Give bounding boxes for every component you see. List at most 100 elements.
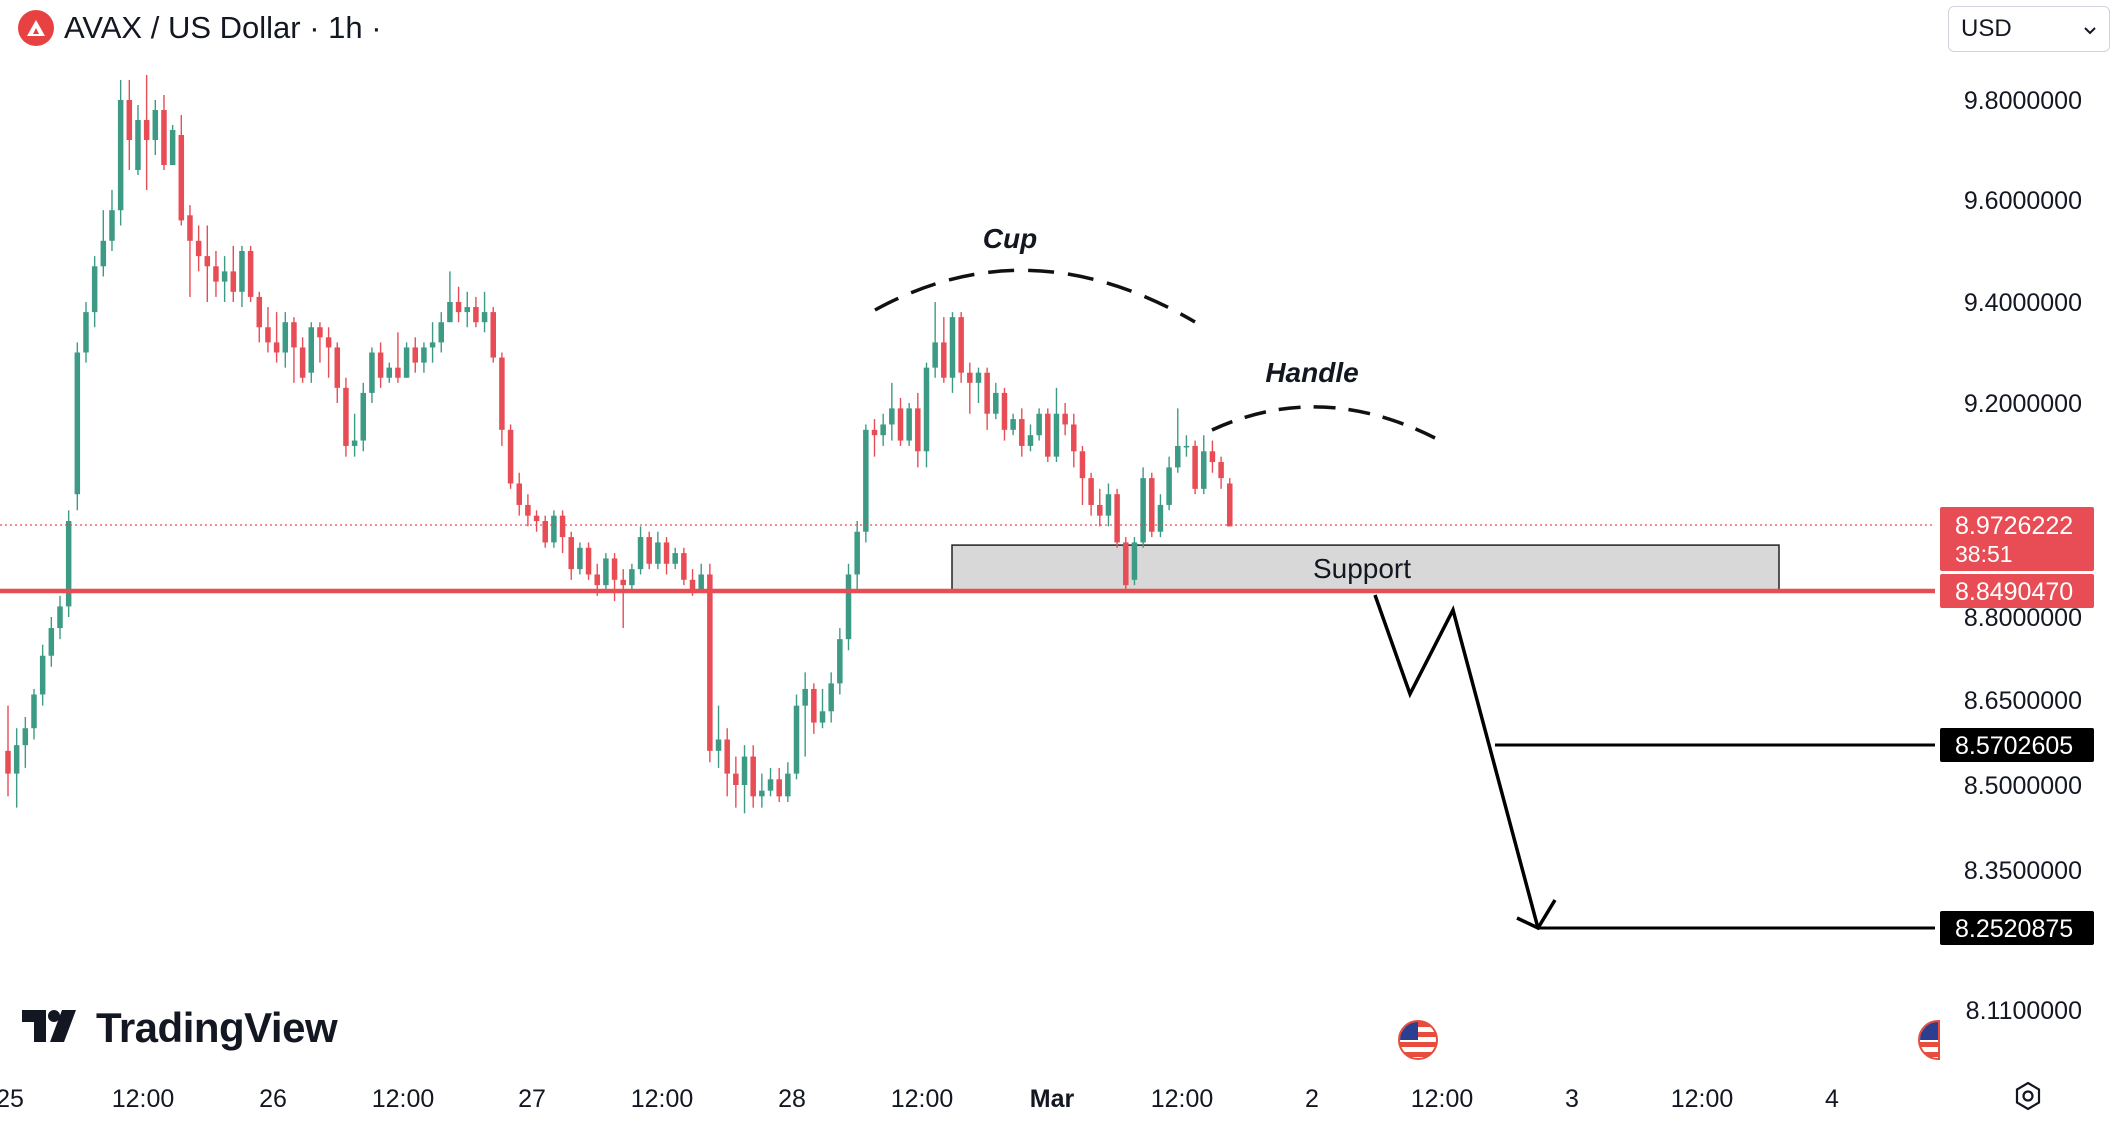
candle — [1097, 488, 1103, 527]
candle-body — [923, 367, 930, 452]
candle-body — [360, 392, 367, 441]
candle — [230, 245, 237, 302]
candle — [247, 245, 254, 302]
candle-body — [854, 531, 860, 575]
x-tick-label: 26 — [259, 1085, 287, 1113]
candle — [559, 510, 566, 554]
candle — [863, 424, 869, 543]
candle — [707, 563, 713, 763]
chart-header: AVAX / US Dollar · 1h · — [18, 10, 382, 46]
x-axis[interactable]: 25 12:00 26 12:00 27 12:00 28 12:00 Mar 12:00 2 12:… — [0, 1085, 1839, 1113]
us-flag-event-icon-2[interactable] — [1918, 1020, 1940, 1060]
price-badge-bg — [1940, 507, 2094, 571]
candle-body — [1045, 413, 1051, 457]
candle-body — [741, 756, 748, 785]
candle-body — [689, 579, 696, 591]
candle — [1088, 472, 1094, 516]
candle-body — [1175, 445, 1181, 468]
candle-body — [178, 135, 185, 221]
tradingview-logo[interactable]: TradingView — [22, 1004, 338, 1052]
candle — [889, 382, 895, 441]
candle-body — [1088, 478, 1094, 505]
candle — [1140, 467, 1146, 548]
candle-body — [568, 537, 574, 570]
candle-body — [1131, 542, 1138, 580]
candle — [239, 245, 245, 308]
x-tick-label: 12:00 — [372, 1085, 435, 1113]
candle — [143, 75, 150, 190]
price-badge-bg — [1940, 574, 2094, 608]
candle — [507, 424, 514, 489]
candle-body — [48, 628, 55, 656]
candle — [213, 251, 219, 297]
projection-path — [1373, 594, 1540, 929]
candle-body — [291, 322, 297, 348]
y-tick-label: 9.8000000 — [1964, 87, 2082, 115]
candle-body — [57, 606, 63, 629]
currency-value: USD — [1961, 15, 2012, 42]
candle-body — [343, 387, 349, 446]
x-tick-label: Mar — [1030, 1085, 1075, 1113]
candle — [299, 337, 306, 383]
x-tick-label: 4 — [1825, 1085, 1839, 1113]
candle — [369, 347, 375, 403]
handle-label: Handle — [1265, 357, 1358, 388]
candle — [724, 728, 730, 797]
y-tick-label: 8.3500000 — [1964, 857, 2082, 885]
candle-body — [464, 307, 470, 313]
candle — [923, 362, 930, 468]
candle-body — [828, 683, 834, 712]
y-axis[interactable]: 9.8000000 9.6000000 9.4000000 9.2000000 8.80… — [1964, 87, 2082, 1025]
candle — [1053, 387, 1060, 463]
candle-body — [204, 256, 211, 267]
candle — [1036, 408, 1042, 441]
candle — [22, 716, 29, 768]
candle — [386, 362, 393, 383]
candle-body — [681, 553, 687, 580]
candle-body — [507, 429, 514, 484]
candle — [932, 302, 938, 378]
candle-body — [473, 307, 479, 323]
tradingview-wordmark: TradingView — [96, 1004, 338, 1051]
candle-body — [1114, 494, 1120, 543]
candle — [611, 553, 618, 602]
candle-body — [984, 372, 990, 414]
candle-body — [646, 537, 652, 564]
candle — [776, 767, 782, 802]
candle — [1157, 494, 1164, 538]
gear-icon[interactable] — [2012, 1080, 2044, 1117]
y-tick-label: 9.2000000 — [1964, 390, 2082, 418]
candle — [438, 312, 444, 353]
candle-body — [663, 542, 670, 564]
candle-body — [620, 579, 626, 586]
candle — [585, 542, 592, 580]
candle-body — [109, 210, 115, 241]
candle-body — [369, 352, 375, 393]
us-flag-event-icon[interactable] — [1398, 1020, 1438, 1060]
candle — [577, 542, 583, 575]
handle-arc — [1211, 405, 1436, 440]
candle-body — [603, 558, 609, 586]
candle-body — [455, 302, 462, 313]
candle-body — [421, 347, 427, 363]
candle-body — [282, 322, 289, 353]
candle-body — [22, 728, 29, 746]
candle-body — [39, 655, 46, 695]
y-tick-label: 8.6500000 — [1964, 687, 2082, 715]
symbol-title[interactable]: AVAX / US Dollar · 1h · — [64, 10, 382, 45]
candle — [169, 125, 176, 165]
support-label: Support — [1313, 553, 1411, 584]
candle — [802, 672, 808, 757]
candle-body — [395, 367, 401, 378]
candle — [915, 392, 921, 468]
candle — [178, 115, 185, 226]
candle-body — [1062, 413, 1068, 425]
candle — [906, 403, 912, 446]
candle — [377, 342, 384, 388]
candle-body — [1218, 462, 1224, 479]
candle-body — [967, 372, 973, 383]
currency-select[interactable]: USD — [1948, 6, 2110, 52]
candle-body — [325, 337, 332, 348]
candle-body — [74, 352, 81, 495]
